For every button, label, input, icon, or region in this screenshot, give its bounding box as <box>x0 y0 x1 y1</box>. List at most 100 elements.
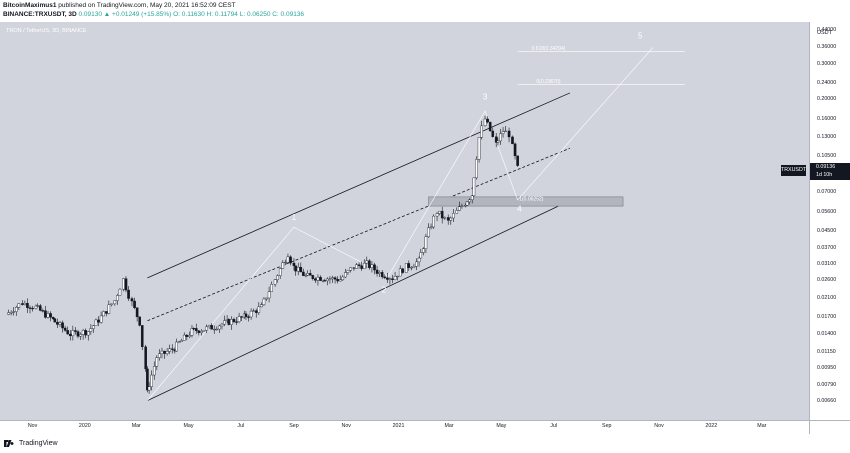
candle-body <box>144 346 147 370</box>
candle-body <box>373 264 376 271</box>
time-tick-label: May <box>183 423 194 429</box>
candle-body <box>507 130 511 138</box>
price-chart[interactable]: 0.618(0.34294) 0(0.23670) 1(0.06252) 1 2 3 4 5 <box>0 22 809 420</box>
candle-body <box>58 322 62 325</box>
candle-body <box>249 310 253 318</box>
candle-body <box>152 366 156 376</box>
price-tick-label: 0.36000 <box>817 44 837 51</box>
candle-body <box>289 256 292 264</box>
author-name[interactable]: BitcoinMaximus1 <box>3 2 57 9</box>
candle-body <box>435 213 439 217</box>
candle-body <box>74 330 77 332</box>
candle-body <box>9 312 13 314</box>
candle-body <box>124 278 128 291</box>
candle-body <box>160 350 164 354</box>
time-tick-label: Mar <box>757 423 767 429</box>
price-tick-label: 0.00950 <box>817 365 837 372</box>
price-tick-label: 0.04500 <box>817 228 837 235</box>
candle-body <box>235 321 238 323</box>
candle-body <box>230 319 233 325</box>
price-tick-label: 0.01150 <box>817 348 836 355</box>
candle-body <box>475 159 478 179</box>
candle-body <box>212 328 216 331</box>
candle-body <box>504 130 507 132</box>
candle-body <box>158 353 161 358</box>
candle-body <box>99 315 103 323</box>
candle-body <box>122 278 125 290</box>
candle-body <box>368 260 371 268</box>
candle-body <box>443 217 447 219</box>
candle-body <box>28 307 32 309</box>
candle-body <box>326 278 329 282</box>
candle-body <box>432 215 435 228</box>
candle-body <box>378 272 381 274</box>
price-tick-label: 0.30000 <box>817 60 837 67</box>
candle-body <box>292 262 296 266</box>
symbol-line: BINANCE:TRXUSDT, 3D <box>3 11 77 18</box>
ohlc-values: 0.09130 ▲ +0.01249 (+15.85%) O: 0.11630 … <box>78 11 305 18</box>
candle-body <box>61 322 64 329</box>
candle-body <box>190 328 194 336</box>
candle-body <box>68 333 72 337</box>
price-tick-label: 0.10500 <box>817 153 837 160</box>
candle-body <box>223 320 226 325</box>
candle-body <box>252 310 255 312</box>
candle-body <box>410 267 413 269</box>
candle-body <box>97 319 100 323</box>
candle-body <box>276 275 279 280</box>
candle-body <box>344 272 347 278</box>
candle-body <box>81 330 85 335</box>
candle-body <box>49 313 52 318</box>
candle-body <box>150 374 153 387</box>
candle-body <box>338 279 342 282</box>
price-tick-label: 0.02100 <box>817 295 837 302</box>
candle-body <box>304 275 308 277</box>
candle-body <box>12 311 16 313</box>
currency-label: USDT <box>817 30 832 36</box>
candle-body <box>7 312 10 315</box>
candle-body <box>165 351 169 354</box>
candle-body <box>429 226 433 229</box>
candle-body <box>170 348 174 350</box>
candle-body <box>306 273 309 276</box>
tradingview-logo[interactable]: TradingView <box>4 440 58 447</box>
wave-label: 4 <box>517 205 522 214</box>
candle-body <box>51 316 55 319</box>
candle-body <box>260 304 263 308</box>
time-tick-label: Mar <box>131 423 141 429</box>
last-price-box: 0.09136 1d 10h <box>810 163 850 180</box>
candle-body <box>218 325 221 330</box>
price-axis[interactable] <box>809 22 850 420</box>
candle-body <box>458 206 461 211</box>
candle-body <box>200 330 203 334</box>
candle-body <box>110 303 113 306</box>
candle-body <box>388 278 392 280</box>
candle-body <box>328 278 332 280</box>
chart-plot-area[interactable]: 0.618(0.34294) 0(0.23670) 1(0.06252) 1 2 3 4 5 <box>0 22 809 420</box>
candle-body <box>424 236 428 249</box>
tradingview-brand: TradingView <box>19 440 58 447</box>
chart-header: BitcoinMaximus1 published on TradingView… <box>0 0 850 22</box>
candle-body <box>177 341 181 343</box>
candle-body <box>412 266 416 268</box>
candle-body <box>102 311 105 317</box>
fib-level-label: 1(0.06252) <box>519 197 544 203</box>
candle-body <box>284 261 287 264</box>
candle-body <box>207 325 211 328</box>
candle-body <box>113 300 117 305</box>
candle-body <box>501 131 505 134</box>
footer: TradingView <box>0 434 850 453</box>
candle-body <box>496 140 500 143</box>
candle-body <box>477 137 481 160</box>
candle-body <box>56 321 59 325</box>
candle-body <box>71 330 75 337</box>
candle-body <box>89 328 93 332</box>
candle-body <box>422 248 425 253</box>
candle-body <box>333 277 337 280</box>
time-tick-label: Nov <box>27 423 38 429</box>
wave-label: 2 <box>382 286 387 295</box>
time-axis[interactable] <box>0 420 809 434</box>
candle-body <box>455 210 459 214</box>
candle-body <box>491 130 495 137</box>
time-tick-label: 2020 <box>78 423 91 429</box>
